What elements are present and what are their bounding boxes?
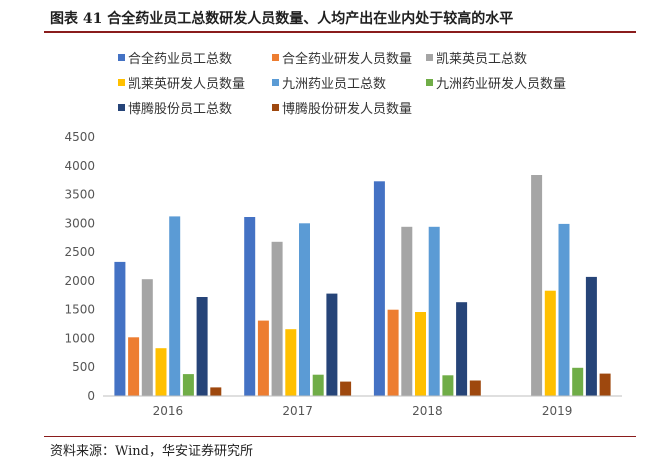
x-tick-label: 2016 [153,404,184,418]
x-tick-label: 2018 [412,404,443,418]
bar [442,375,454,396]
bar [340,381,352,396]
bar [312,374,324,396]
y-tick-label: 3000 [64,216,95,230]
bar-plot-area [114,175,611,396]
figure-title: 图表 41 合全药业员工总数研发人员数量、人均产出在业内处于较高的水平 [50,11,514,27]
legend-swatch [118,104,125,111]
bar [182,374,194,396]
bar [469,380,481,396]
legend-swatch [272,54,279,61]
bar [128,337,140,396]
legend-label: 九洲药业员工总数 [282,77,386,92]
x-axis: 2016 2017 2018 2019 [103,395,622,418]
y-tick-label: 4500 [64,130,95,144]
y-tick-label: 0 [87,389,95,403]
bar [244,217,256,396]
bar [585,276,597,396]
y-tick-label: 3500 [64,188,95,202]
legend-swatch [272,104,279,111]
y-tick-label: 2500 [64,245,95,259]
bar [544,290,556,396]
bar [373,181,385,396]
bar [428,226,440,396]
bar [415,312,426,396]
y-tick-label: 1500 [64,303,95,317]
legend-label: 凯莱英员工总数 [436,52,527,67]
bar [114,261,126,396]
title-rule [44,31,636,33]
bar [531,175,543,396]
bar [456,302,468,396]
legend-swatch [118,54,125,61]
bar [299,223,310,396]
legend-swatch [118,79,125,86]
bar [257,320,269,396]
y-tick-label: 500 [72,360,95,374]
legend-label: 博腾股份研发人员数量 [282,101,412,117]
legend-swatch [426,79,433,86]
bar [599,373,611,396]
legend-label: 博腾股份员工总数 [128,101,232,117]
bar [285,329,297,396]
source-note: 资料来源：Wind，华安证券研究所 [50,444,253,459]
bar [558,223,570,396]
x-tick-label: 2019 [542,404,573,418]
bar [141,279,153,396]
y-tick-label: 1000 [64,331,95,345]
bar [387,309,399,396]
source-rule [44,436,636,437]
y-tick-label: 2000 [64,274,95,288]
y-axis: 0 500 1000 1500 2000 2500 3000 3500 4000 4500 [64,130,95,403]
y-tick-label: 4000 [64,159,95,173]
bar [155,348,167,396]
legend-label: 合全药业研发人员数量 [282,51,412,67]
bar [169,216,181,396]
legend-label: 凯莱英研发人员数量 [128,76,245,92]
x-tick-label: 2017 [282,404,313,418]
legend-swatch [272,79,279,86]
legend-label: 合全药业员工总数 [128,51,232,67]
bar [572,367,584,396]
bar [326,293,338,396]
bar [210,387,222,396]
legend-label: 九洲药业研发人员数量 [436,76,566,92]
legend-swatch [426,54,433,61]
bar [271,241,283,396]
bar [196,297,208,396]
bar [401,226,413,396]
